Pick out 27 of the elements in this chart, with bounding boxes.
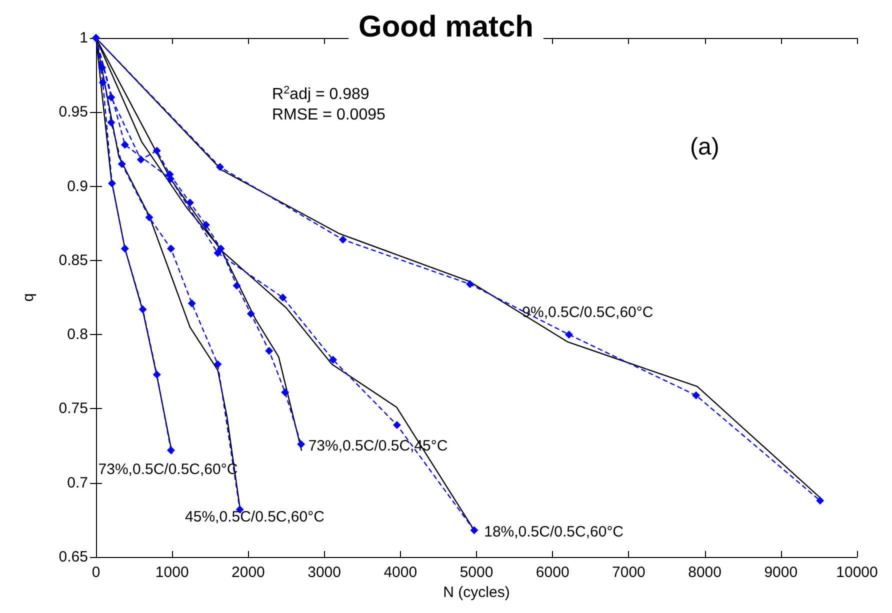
- x-tick-label: 8000: [688, 564, 722, 581]
- y-tick-label: 0.9: [67, 178, 88, 195]
- x-tick-label: 4000: [384, 564, 418, 581]
- series-label: 18%,0.5C/0.5C,60°C: [484, 523, 624, 540]
- y-axis-title: q: [20, 293, 37, 302]
- x-tick-label: 6000: [536, 564, 570, 581]
- x-tick-label: 1000: [155, 564, 189, 581]
- y-tick-label: 1: [80, 30, 88, 46]
- y-tick-label: 0.75: [58, 400, 88, 418]
- chart-title: Good match: [358, 10, 534, 44]
- annotation: (a): [690, 134, 720, 160]
- annotation: RMSE = 0.0095: [272, 106, 386, 124]
- x-tick-label: 0: [92, 564, 100, 581]
- y-tick-label: 0.8: [67, 326, 88, 344]
- x-tick-label: 7000: [612, 564, 646, 581]
- x-tick-label: 10000: [836, 564, 878, 581]
- x-axis-title: N (cycles): [443, 584, 510, 601]
- series-label: 9%,0.5C/0.5C,60°C: [522, 304, 654, 321]
- y-tick-label: 0.65: [58, 548, 88, 566]
- x-tick-label: 2000: [232, 564, 265, 581]
- y-tick-label: 0.7: [67, 474, 88, 492]
- x-tick-label: 9000: [764, 564, 798, 581]
- series-label: 45%,0.5C/0.5C,60°C: [185, 508, 325, 526]
- y-tick-label: 0.95: [58, 104, 88, 121]
- x-tick-label: 5000: [460, 564, 494, 581]
- x-tick-label: 3000: [308, 564, 341, 581]
- y-tick-label: 0.85: [58, 252, 88, 269]
